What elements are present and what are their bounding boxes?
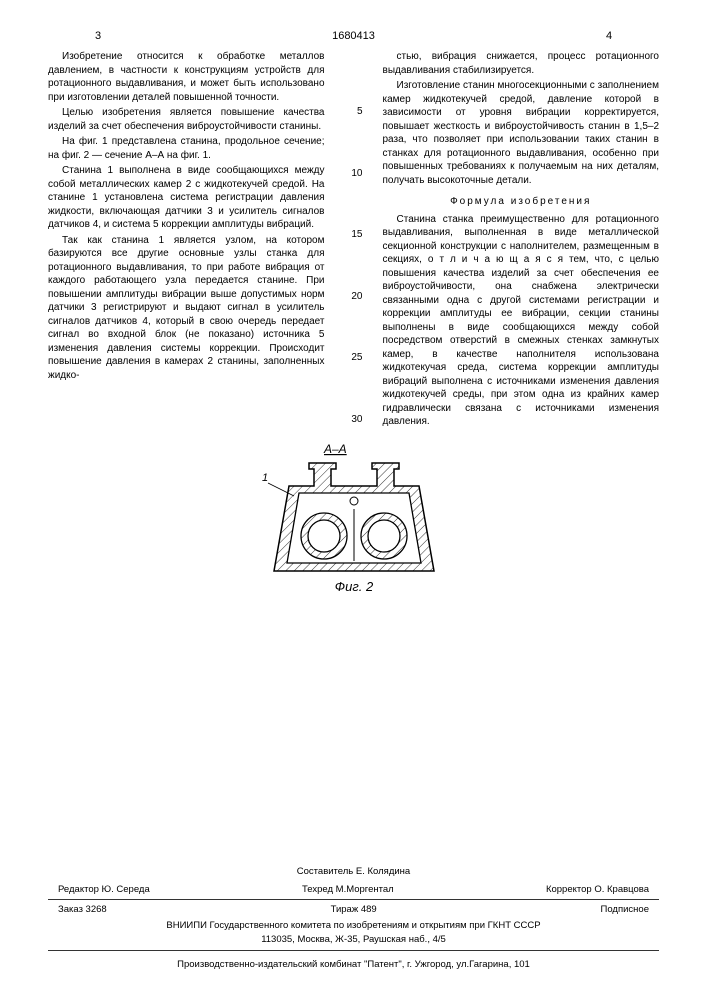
left-para-4: Станина 1 выполнена в виде сообщающихся … xyxy=(48,164,325,232)
left-para-1: Изобретение относится к обработке металл… xyxy=(48,50,325,104)
publisher-line-2: 113035, Москва, Ж-35, Раушская наб., 4/5 xyxy=(48,933,659,946)
circulation: Тираж 489 xyxy=(331,904,377,915)
left-column: Изобретение относится к обработке металл… xyxy=(48,50,325,431)
figure-2: А–А 1 Фиг. 2 xyxy=(48,441,659,596)
right-para-2: Изготовление станин многосекционными с з… xyxy=(383,79,660,187)
right-column: стью, вибрация снижается, процесс ротаци… xyxy=(383,50,660,431)
figure-ref-1: 1 xyxy=(262,472,268,484)
page-number-left: 3 xyxy=(48,30,148,42)
credits-corrector: Корректор О. Кравцова xyxy=(546,884,649,895)
line-marker: 30 xyxy=(345,413,363,427)
left-para-5: Так как станина 1 является узлом, на кот… xyxy=(48,234,325,383)
footer: Составитель Е. Колядина Редактор Ю. Сере… xyxy=(48,865,659,970)
left-para-2: Целью изобретения является повышение кач… xyxy=(48,106,325,133)
subscription: Подписное xyxy=(601,904,649,915)
line-marker: 15 xyxy=(345,228,363,242)
credits-compiler: Составитель Е. Колядина xyxy=(48,865,659,878)
page-number-right: 4 xyxy=(559,30,659,42)
document-number: 1680413 xyxy=(148,30,559,42)
formula-title: Формула изобретения xyxy=(383,195,660,209)
figure-caption-text: Фиг. 2 xyxy=(334,579,373,594)
text-columns: Изобретение относится к обработке металл… xyxy=(48,50,659,431)
order-number: Заказ 3268 xyxy=(58,904,107,915)
line-marker: 25 xyxy=(345,351,363,365)
patent-page: 3 1680413 4 Изобретение относится к обра… xyxy=(0,0,707,1000)
line-marker: 5 xyxy=(345,105,363,119)
publisher-line-1: ВНИИПИ Государственного комитета по изоб… xyxy=(48,919,659,932)
page-header: 3 1680413 4 xyxy=(48,30,659,42)
publisher-block: ВНИИПИ Государственного комитета по изоб… xyxy=(48,919,659,946)
figure-label-aa: А–А xyxy=(323,442,347,456)
right-para-1: стью, вибрация снижается, процесс ротаци… xyxy=(383,50,660,77)
line-number-gutter: 5 10 15 20 25 30 xyxy=(345,50,363,431)
credits-row: Редактор Ю. Середа Техред М.Моргентал Ко… xyxy=(48,884,659,895)
divider-1 xyxy=(48,899,659,900)
right-para-3: Станина станка преимущественно для ротац… xyxy=(383,213,660,429)
credits-editor: Редактор Ю. Середа xyxy=(58,884,150,895)
credits-techred: Техред М.Моргентал xyxy=(302,884,394,895)
order-row: Заказ 3268 Тираж 489 Подписное xyxy=(48,904,659,915)
line-marker: 10 xyxy=(345,167,363,181)
bottom-publisher: Производственно-издательский комбинат "П… xyxy=(48,959,659,970)
figure-2-svg: А–А 1 Фиг. 2 xyxy=(254,441,454,596)
left-para-3: На фиг. 1 представлена станина, продольн… xyxy=(48,135,325,162)
line-marker: 20 xyxy=(345,290,363,304)
divider-2 xyxy=(48,950,659,951)
